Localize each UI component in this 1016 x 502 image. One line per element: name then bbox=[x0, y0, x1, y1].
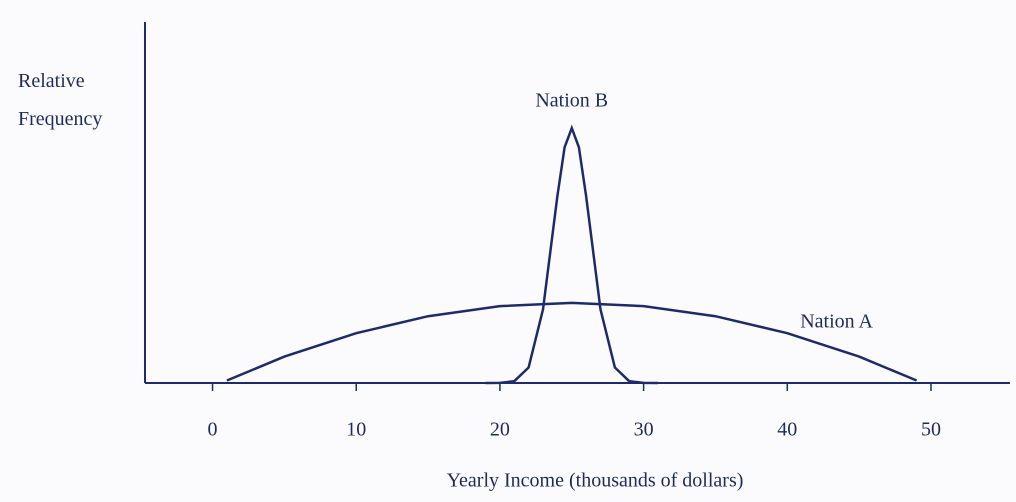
x-tick-label: 10 bbox=[346, 419, 366, 441]
x-tick-label: 50 bbox=[921, 419, 941, 441]
y-axis-label: Relative Frequency bbox=[18, 70, 103, 130]
x-tick-label: 40 bbox=[777, 419, 797, 441]
series-label: Nation A bbox=[800, 310, 873, 332]
x-axis-label: Yearly Income (thousands of dollars) bbox=[447, 470, 744, 492]
series-label: Nation B bbox=[535, 90, 608, 112]
x-tick-label: 0 bbox=[208, 419, 218, 441]
line bbox=[226, 301, 918, 382]
line bbox=[485, 124, 659, 385]
x-tick-label: 20 bbox=[490, 419, 510, 441]
x-tick-label: 30 bbox=[634, 419, 654, 441]
